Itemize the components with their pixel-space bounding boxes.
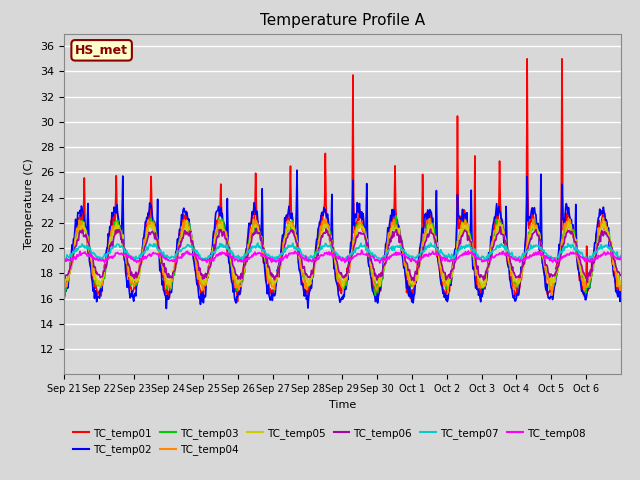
TC_temp01 [234,299,241,305]
TC_temp07 [61,258,69,264]
X-axis label: Time: Time [329,400,356,409]
TC_temp01 [228,270,236,276]
TC_temp01 [256,229,264,235]
TC_temp04 [600,215,607,221]
Line: TC_temp01: TC_temp01 [64,59,621,302]
TC_temp07 [278,252,285,257]
TC_temp02 [433,188,440,193]
TC_temp01 [617,287,625,292]
TC_temp02 [277,248,285,253]
TC_temp06 [228,254,236,260]
TC_temp05 [479,284,486,290]
TC_temp01 [60,291,68,297]
TC_temp03 [617,282,625,288]
TC_temp05 [228,265,236,271]
TC_temp03 [125,269,133,275]
TC_temp05 [617,278,625,284]
TC_temp02 [60,297,68,302]
TC_temp02 [256,227,264,233]
TC_temp06 [431,236,439,242]
TC_temp02 [401,273,409,278]
TC_temp01 [125,278,133,284]
TC_temp03 [60,281,68,287]
TC_temp08 [401,253,409,259]
Line: TC_temp07: TC_temp07 [64,243,621,261]
TC_temp05 [183,217,191,223]
TC_temp05 [256,232,264,238]
TC_temp04 [548,292,556,298]
TC_temp03 [433,241,440,247]
TC_temp02 [163,306,170,312]
TC_temp01 [277,248,285,254]
TC_temp03 [401,260,409,265]
TC_temp08 [228,255,236,261]
Line: TC_temp04: TC_temp04 [64,218,621,295]
TC_temp05 [125,265,133,271]
Line: TC_temp05: TC_temp05 [64,220,621,287]
TC_temp07 [254,240,262,246]
Line: TC_temp08: TC_temp08 [64,250,621,263]
TC_temp03 [228,264,236,270]
TC_temp06 [617,273,625,278]
Title: Temperature Profile A: Temperature Profile A [260,13,425,28]
TC_temp03 [255,230,263,236]
TC_temp08 [433,251,440,256]
TC_temp07 [257,244,264,250]
TC_temp04 [125,273,133,278]
TC_temp03 [276,264,284,269]
Text: HS_met: HS_met [75,44,128,57]
TC_temp04 [276,259,284,264]
TC_temp08 [255,250,263,256]
Line: TC_temp02: TC_temp02 [64,170,621,309]
TC_temp02 [617,288,625,293]
TC_temp08 [617,254,625,260]
Legend: TC_temp01, TC_temp02, TC_temp03, TC_temp04, TC_temp05, TC_temp06, TC_temp07, TC_: TC_temp01, TC_temp02, TC_temp03, TC_temp… [69,424,589,459]
TC_temp04 [617,285,625,290]
TC_temp04 [431,236,439,241]
TC_temp04 [400,251,408,256]
TC_temp07 [433,245,440,251]
Line: TC_temp06: TC_temp06 [64,227,621,282]
TC_temp03 [392,213,399,219]
TC_temp08 [125,254,133,260]
TC_temp06 [497,224,504,229]
TC_temp02 [228,281,236,287]
TC_temp06 [584,279,591,285]
TC_temp06 [125,264,133,269]
TC_temp01 [432,240,440,246]
TC_temp01 [524,56,531,62]
TC_temp07 [60,256,68,262]
TC_temp04 [228,263,236,268]
TC_temp05 [60,280,68,286]
TC_temp06 [400,247,408,252]
TC_temp06 [276,262,284,268]
TC_temp08 [376,260,383,266]
TC_temp08 [60,257,68,263]
Y-axis label: Temperature (C): Temperature (C) [24,158,35,250]
TC_temp04 [60,288,68,294]
TC_temp07 [126,254,134,260]
TC_temp05 [432,234,440,240]
TC_temp03 [372,292,380,298]
TC_temp01 [401,261,408,267]
TC_temp07 [228,252,236,258]
TC_temp08 [276,257,284,263]
TC_temp02 [293,168,301,173]
TC_temp07 [617,253,625,259]
TC_temp07 [401,250,409,256]
TC_temp06 [255,230,263,236]
TC_temp05 [401,255,408,261]
TC_temp08 [358,247,365,253]
TC_temp05 [277,262,285,267]
TC_temp04 [255,228,263,233]
TC_temp02 [125,288,133,294]
TC_temp06 [60,272,68,278]
Line: TC_temp03: TC_temp03 [64,216,621,295]
